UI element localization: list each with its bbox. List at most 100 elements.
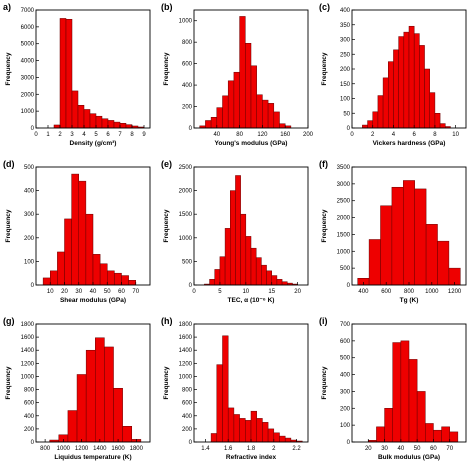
histogram-bar — [57, 251, 65, 286]
y-tick-label: 100 — [340, 423, 351, 429]
histogram-bar — [219, 256, 226, 286]
x-tick-label: 1000 — [425, 289, 439, 295]
y-tick-label: 2500 — [179, 165, 193, 171]
panel-letter: (e) — [161, 159, 172, 169]
y-tick-label: 600 — [24, 401, 35, 407]
y-tick-label: 0 — [347, 440, 351, 446]
histogram-bar — [227, 407, 235, 443]
y-tick-label: 200 — [24, 236, 35, 242]
x-axis-label: Shear modulus (GPa) — [60, 297, 126, 304]
y-tick-label: 0 — [189, 283, 193, 289]
y-tick-label: 400 — [24, 189, 35, 195]
y-tick-label: 1800 — [179, 322, 193, 328]
histogram-bar — [216, 107, 223, 129]
histogram-bar — [239, 16, 246, 129]
histogram-bar — [377, 95, 384, 129]
histogram-bar — [85, 349, 96, 443]
panel-letter: (b) — [161, 2, 173, 12]
histogram-bar — [101, 118, 109, 129]
y-tick-label: 3500 — [337, 165, 351, 171]
y-tick-label: 1200 — [179, 361, 193, 367]
x-tick-label: 40 — [90, 289, 97, 295]
x-tick-label: 4 — [392, 132, 396, 138]
histogram-bar — [262, 99, 269, 129]
x-tick-label: 120 — [257, 132, 268, 138]
panel-0: a) 0 1 2 3 4 5 6 7 8 9 0 1000 2000 3000 4000 5000 6000 700… — [3, 2, 151, 147]
histogram-bar — [85, 213, 94, 286]
histogram-bar — [64, 218, 72, 286]
histogram-bar — [71, 90, 79, 129]
histogram-bar — [250, 65, 257, 129]
y-tick-label: 350 — [340, 23, 351, 29]
histogram-bar — [245, 420, 252, 443]
y-tick-label: 600 — [182, 62, 193, 68]
y-tick-label: 2000 — [337, 216, 351, 222]
x-tick-label: 1 — [46, 132, 50, 138]
x-tick-label: 30 — [75, 289, 82, 295]
histogram-bar — [271, 275, 278, 286]
y-tick-label: 0 — [189, 126, 193, 132]
histogram-bar — [240, 213, 247, 286]
y-tick-label: 2500 — [337, 199, 351, 205]
y-tick-label: 1000 — [21, 374, 35, 380]
y-tick-label: 250 — [340, 52, 351, 58]
histogram-bar — [67, 410, 78, 443]
x-tick-label: 20 — [294, 289, 301, 295]
y-tick-label: 2000 — [21, 92, 35, 98]
histogram-bar — [256, 94, 263, 129]
y-tick-label: 1500 — [179, 212, 193, 218]
y-tick-label: 400 — [340, 8, 351, 14]
x-tick-label: 1200 — [75, 446, 89, 452]
x-tick-label: 160 — [280, 132, 291, 138]
x-tick-label: 2 — [371, 132, 375, 138]
y-tick-label: 400 — [182, 83, 193, 89]
histogram-bar — [368, 239, 381, 286]
x-tick-label: 800 — [404, 289, 415, 295]
histogram-bar — [372, 111, 379, 129]
histogram-bar — [99, 263, 108, 286]
x-tick-label: 70 — [446, 446, 453, 452]
y-axis-label: Frequency — [5, 209, 12, 242]
histogram-bar — [92, 254, 101, 286]
histogram-bar — [376, 426, 385, 443]
y-tick-label: 7000 — [21, 8, 35, 14]
histogram-bar — [104, 346, 114, 443]
x-tick-label: 70 — [132, 289, 139, 295]
histogram-bar — [128, 280, 136, 286]
y-tick-label: 0 — [31, 126, 35, 132]
x-tick-label: 5 — [218, 289, 222, 295]
histogram-bar — [449, 431, 459, 443]
x-tick-label: 10 — [242, 289, 249, 295]
y-tick-label: 4000 — [21, 59, 35, 65]
histogram-bar — [121, 275, 129, 286]
histogram-bar — [65, 19, 73, 129]
bars — [210, 335, 303, 443]
y-tick-label: 0 — [31, 440, 35, 446]
histogram-bar — [424, 68, 430, 129]
y-axis-label: Frequency — [321, 209, 328, 242]
histogram-bar — [262, 422, 269, 443]
y-tick-label: 1400 — [21, 348, 35, 354]
plot-frame — [193, 166, 309, 286]
histogram-bar — [416, 391, 426, 443]
x-tick-label: 7 — [118, 132, 122, 138]
x-tick-label: 20 — [365, 446, 372, 452]
y-tick-label: 0 — [31, 283, 35, 289]
histogram-bar — [245, 43, 252, 129]
x-tick-label: 60 — [118, 289, 125, 295]
histogram-bar — [222, 335, 229, 443]
x-tick-label: 400 — [358, 289, 369, 295]
y-tick-label: 1200 — [21, 361, 35, 367]
histogram-bar — [266, 270, 272, 286]
y-tick-label: 0 — [347, 126, 351, 132]
histogram-bar — [77, 104, 85, 129]
x-tick-label: 1.4 — [201, 446, 210, 452]
y-tick-label: 1600 — [21, 335, 35, 341]
histogram-bar — [107, 120, 115, 129]
panel-8: (i)20 30 40 50 60 700100200300400500600700Bul… — [319, 316, 467, 461]
panel-5: (f) 400 600 800 1000 1200 0 500 1000 1500 2000 2500… — [319, 159, 467, 304]
x-tick-label: 9 — [142, 132, 146, 138]
plot-frame — [193, 9, 309, 129]
histogram-bar — [122, 426, 133, 443]
y-tick-label: 800 — [24, 388, 35, 394]
